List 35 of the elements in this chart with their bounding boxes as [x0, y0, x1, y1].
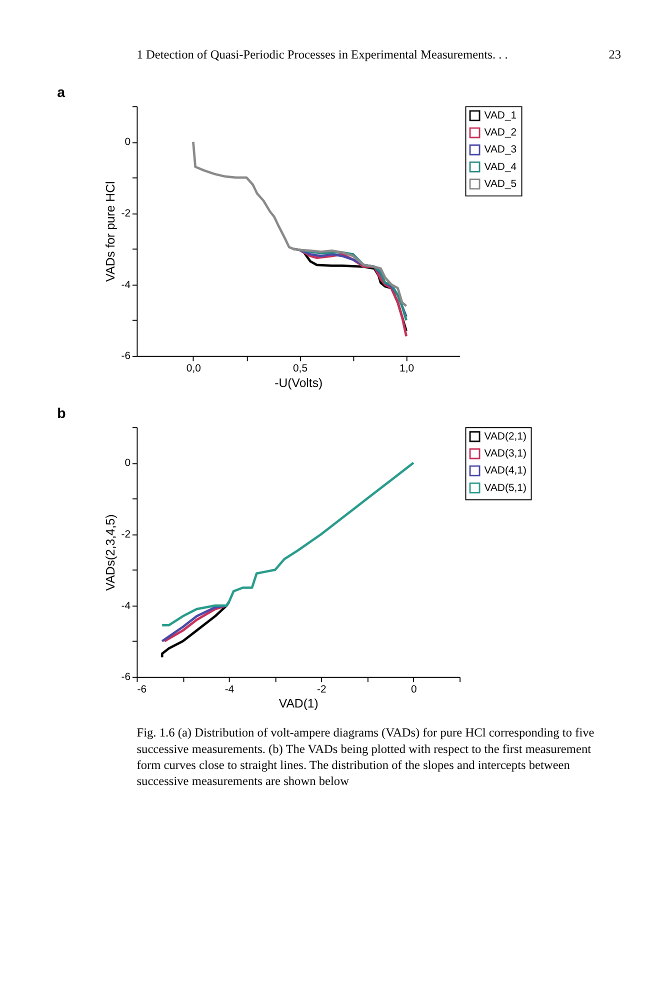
legend-label: VAD(2,1): [484, 431, 526, 442]
text: 1 Detection of Quasi-Periodic Processes in Experimental Measurements. . .: [136, 48, 508, 62]
x-tick-label: -2: [317, 684, 327, 696]
x-tick-label: 0,5: [292, 364, 308, 375]
y-axis-title: VADs for pure HCl: [104, 181, 118, 282]
y-tick-label: -2: [121, 529, 131, 540]
y-tick-label: -6: [121, 351, 131, 362]
y-tick-label: 0: [124, 137, 131, 148]
legend-label: VAD(4,1): [484, 466, 526, 477]
x-tick-label: 1,0: [400, 364, 414, 375]
y-tick-label: 0: [124, 458, 131, 470]
y-axis-title: VADs(2,3,4,5): [104, 514, 118, 591]
legend-label: VAD_4: [484, 162, 517, 173]
y-tick-label: -4: [121, 280, 131, 291]
x-axis-title: VAD(1): [278, 696, 318, 711]
x-tick-label: 0: [411, 684, 418, 696]
x-tick-label: 0,0: [186, 364, 202, 375]
legend-label: VAD_5: [484, 178, 517, 190]
y-tick-label: -4: [121, 600, 131, 612]
line-series: [192, 140, 408, 308]
y-tick-label: -6: [121, 672, 131, 684]
text: 23: [608, 48, 622, 62]
legend-label: VAD_1: [484, 110, 517, 122]
chart-title: a: [57, 85, 66, 102]
legend-label: VAD_2: [484, 128, 517, 139]
y-tick-label: -2: [121, 208, 131, 220]
legend-label: VAD(3,1): [484, 448, 526, 460]
line-series: [160, 462, 415, 626]
x-tick-label: -6: [137, 684, 147, 696]
x-axis-title: -U(Volts): [274, 376, 323, 390]
legend-label: VAD_3: [484, 144, 517, 156]
legend-label: VAD(5,1): [484, 482, 526, 494]
chart-title: b: [57, 406, 66, 422]
x-tick-label: -4: [224, 684, 234, 696]
caption: Fig. 1.6 (a) Distribution of volt-ampere diagrams (VADs) for pure HCl corresponding to five successive measurements. (b) The VADs being plotted with respect to the first measurement form curves close to straight lines. The distribution of the slopes and intercepts between successive measurements are shown below: [136, 726, 595, 788]
